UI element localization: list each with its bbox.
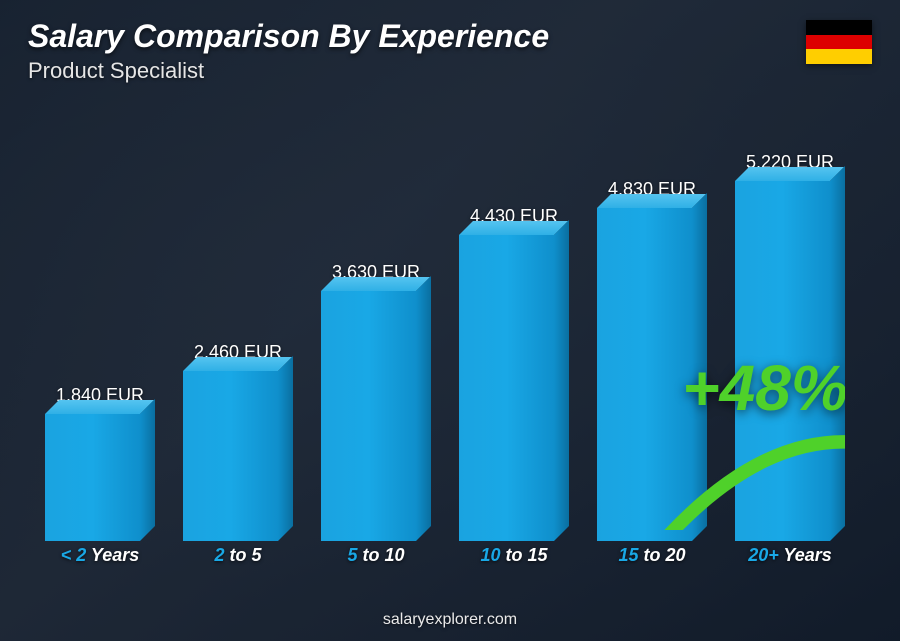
bar bbox=[597, 208, 707, 541]
bar bbox=[183, 371, 293, 541]
bar bbox=[321, 291, 431, 541]
xlabel-dim: Years bbox=[91, 545, 139, 565]
bar-side-face bbox=[692, 193, 707, 541]
bar-column: 5,220 EUR bbox=[735, 152, 845, 541]
bar-column: 4,430 EUR bbox=[459, 206, 569, 541]
xlabel-dim: to 20 bbox=[644, 545, 686, 565]
bar bbox=[45, 414, 155, 541]
x-axis-label: 10 to 15 bbox=[459, 545, 569, 571]
bar-side-face bbox=[554, 220, 569, 541]
xlabel-highlight: < 2 bbox=[61, 545, 87, 565]
germany-flag-icon bbox=[806, 20, 872, 64]
bar bbox=[735, 181, 845, 541]
xlabel-highlight: 10 bbox=[480, 545, 500, 565]
bar-front-face bbox=[459, 235, 554, 541]
bar-front-face bbox=[45, 414, 140, 541]
x-axis-label: 5 to 10 bbox=[321, 545, 431, 571]
x-axis-label: 2 to 5 bbox=[183, 545, 293, 571]
bar-front-face bbox=[735, 181, 830, 541]
bar-column: 4,830 EUR bbox=[597, 179, 707, 541]
footer-attribution: salaryexplorer.com bbox=[0, 611, 900, 629]
bar-top-face bbox=[45, 400, 154, 414]
xlabel-dim: to 5 bbox=[230, 545, 262, 565]
bar bbox=[459, 235, 569, 541]
bar-side-face bbox=[416, 276, 431, 541]
bars-container: 1,840 EUR 2,460 EUR 3,630 EUR 4,430 EUR 4,83… bbox=[45, 130, 845, 541]
x-axis-labels: < 2 Years 2 to 5 5 to 10 10 to 15 15 to 20 20… bbox=[45, 545, 845, 571]
bar-front-face bbox=[321, 291, 416, 541]
bar-front-face bbox=[183, 371, 278, 541]
bar-column: 3,630 EUR bbox=[321, 262, 431, 541]
x-axis-label: 15 to 20 bbox=[597, 545, 707, 571]
xlabel-highlight: 2 bbox=[214, 545, 224, 565]
bar-front-face bbox=[597, 208, 692, 541]
bar-top-face bbox=[735, 167, 844, 181]
flag-stripe bbox=[806, 20, 872, 35]
bar-top-face bbox=[183, 357, 292, 371]
bar-top-face bbox=[459, 221, 568, 235]
x-axis-label: < 2 Years bbox=[45, 545, 155, 571]
bar-side-face bbox=[278, 356, 293, 541]
xlabel-highlight: 15 bbox=[618, 545, 638, 565]
xlabel-dim: Years bbox=[783, 545, 831, 565]
bar-side-face bbox=[140, 399, 155, 541]
flag-stripe bbox=[806, 49, 872, 64]
chart-title: Salary Comparison By Experience bbox=[28, 18, 549, 55]
bar-column: 1,840 EUR bbox=[45, 385, 155, 541]
bar-chart: 1,840 EUR 2,460 EUR 3,630 EUR 4,430 EUR 4,83… bbox=[45, 130, 845, 571]
xlabel-highlight: 5 bbox=[347, 545, 357, 565]
bar-top-face bbox=[321, 277, 430, 291]
bar-side-face bbox=[830, 166, 845, 541]
bar-column: 2,460 EUR bbox=[183, 342, 293, 541]
xlabel-dim: to 15 bbox=[506, 545, 548, 565]
xlabel-dim: to 10 bbox=[363, 545, 405, 565]
flag-stripe bbox=[806, 35, 872, 50]
xlabel-highlight: 20+ bbox=[748, 545, 779, 565]
chart-subtitle: Product Specialist bbox=[28, 58, 204, 84]
x-axis-label: 20+ Years bbox=[735, 545, 845, 571]
bar-top-face bbox=[597, 194, 706, 208]
infographic-stage: Salary Comparison By Experience Product … bbox=[0, 0, 900, 641]
